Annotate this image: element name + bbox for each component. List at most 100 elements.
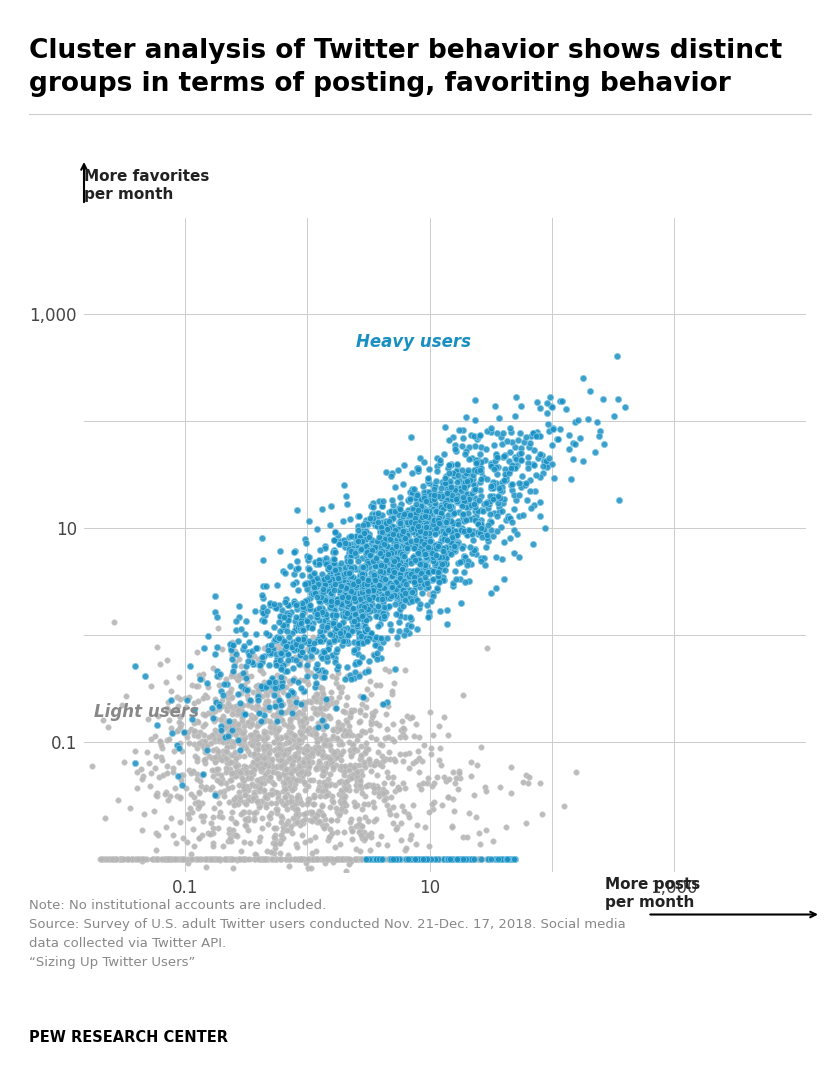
Point: [116, 850, 129, 868]
Point: [392, 500, 406, 518]
Point: [220, 850, 234, 868]
Point: [301, 764, 314, 782]
Point: [271, 786, 285, 803]
Point: [331, 850, 344, 868]
Point: [315, 604, 328, 621]
Point: [255, 687, 269, 704]
Point: [292, 731, 306, 749]
Point: [449, 770, 462, 787]
Point: [388, 504, 402, 521]
Point: [386, 464, 399, 482]
Point: [407, 584, 421, 602]
Point: [512, 432, 525, 449]
Point: [270, 746, 284, 763]
Point: [299, 693, 312, 711]
Point: [435, 473, 449, 490]
Point: [322, 850, 335, 868]
Point: [311, 732, 324, 750]
Point: [243, 746, 256, 763]
Point: [256, 552, 270, 569]
Point: [199, 850, 213, 868]
Point: [397, 530, 411, 547]
Point: [271, 708, 285, 726]
Point: [375, 518, 388, 535]
Point: [302, 765, 315, 783]
Point: [308, 738, 322, 755]
Point: [208, 691, 222, 709]
Point: [159, 785, 172, 802]
Point: [305, 726, 318, 743]
Point: [433, 564, 446, 581]
Point: [198, 780, 212, 798]
Point: [372, 716, 386, 734]
Point: [417, 507, 430, 524]
Point: [291, 764, 304, 782]
Point: [226, 650, 239, 667]
Point: [445, 850, 459, 868]
Point: [460, 486, 474, 504]
Point: [298, 649, 312, 666]
Point: [334, 751, 348, 768]
Point: [174, 735, 187, 752]
Point: [213, 774, 227, 791]
Point: [343, 565, 356, 582]
Point: [243, 735, 256, 752]
Point: [396, 597, 409, 615]
Point: [318, 699, 331, 716]
Point: [333, 785, 346, 802]
Point: [237, 803, 250, 821]
Point: [354, 570, 368, 588]
Point: [428, 494, 442, 511]
Point: [160, 791, 174, 809]
Point: [412, 763, 426, 780]
Point: [367, 586, 381, 604]
Point: [496, 850, 509, 868]
Point: [319, 555, 333, 572]
Point: [329, 756, 343, 774]
Point: [315, 797, 328, 814]
Point: [226, 662, 239, 679]
Point: [441, 788, 454, 806]
Point: [380, 560, 393, 578]
Point: [398, 550, 412, 568]
Point: [470, 460, 483, 477]
Point: [420, 553, 433, 570]
Point: [245, 699, 259, 716]
Point: [396, 507, 410, 524]
Point: [470, 512, 483, 530]
Point: [368, 557, 381, 574]
Point: [171, 850, 184, 868]
Point: [469, 451, 482, 469]
Point: [216, 771, 229, 788]
Point: [201, 704, 214, 722]
Point: [226, 665, 239, 682]
Point: [235, 762, 249, 779]
Point: [208, 784, 222, 801]
Point: [282, 850, 296, 868]
Point: [415, 522, 428, 540]
Point: [402, 565, 415, 582]
Point: [251, 683, 265, 701]
Point: [396, 719, 410, 737]
Point: [475, 738, 488, 755]
Point: [323, 710, 337, 727]
Point: [274, 813, 287, 831]
Point: [316, 766, 329, 784]
Point: [187, 837, 201, 855]
Point: [349, 850, 362, 868]
Point: [254, 661, 267, 678]
Point: [327, 761, 340, 778]
Point: [223, 850, 236, 868]
Point: [354, 548, 368, 566]
Point: [262, 675, 276, 692]
Point: [386, 509, 400, 526]
Point: [428, 542, 441, 559]
Point: [538, 519, 552, 536]
Point: [213, 668, 226, 686]
Point: [228, 743, 242, 761]
Point: [316, 686, 329, 703]
Point: [347, 794, 360, 811]
Point: [545, 398, 559, 415]
Point: [346, 726, 360, 743]
Point: [221, 685, 234, 702]
